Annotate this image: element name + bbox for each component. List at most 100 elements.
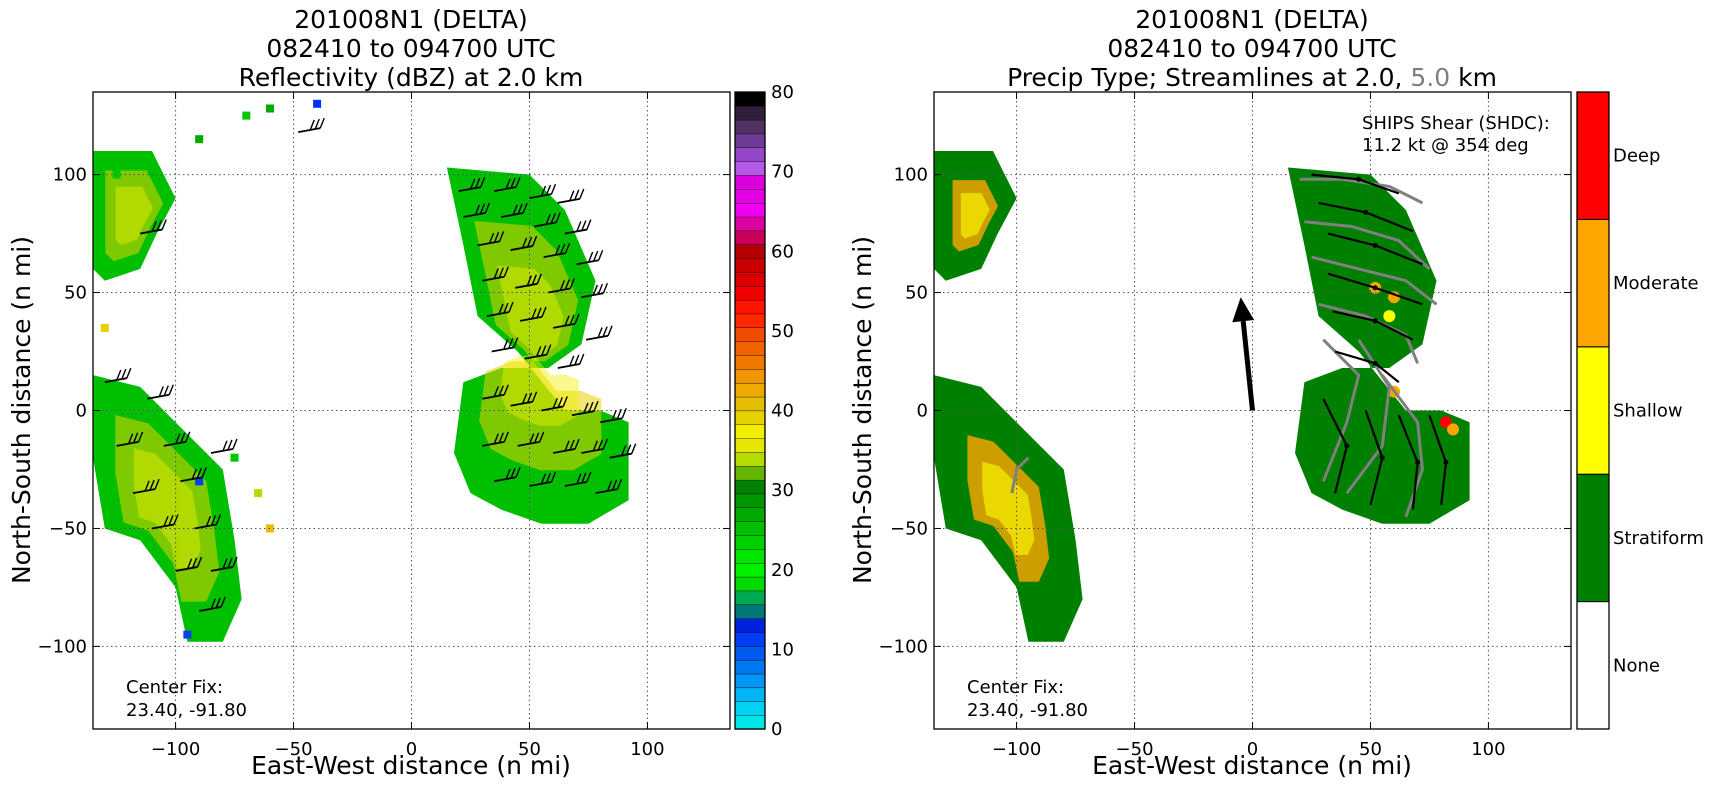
streamline-5km — [1311, 255, 1438, 306]
wind-barb — [585, 325, 613, 341]
wind-barb — [529, 471, 557, 487]
colorbar-segment — [734, 590, 766, 605]
reflectivity-colorbar: 0 10 20 30 40 50 60 70 80 — [734, 82, 794, 740]
x-tick-label: 100 — [1471, 739, 1505, 760]
wind-barb — [541, 396, 568, 412]
wind-barb — [116, 431, 144, 447]
left-x-axis-label: East-West distance (n mi) — [251, 751, 571, 780]
right-title-line-2: 082410 to 094700 UTC — [1107, 34, 1396, 63]
streamline-arrowhead — [1415, 459, 1421, 465]
colorbar-segment — [734, 299, 766, 315]
colorbar-segment — [734, 534, 766, 550]
precip-colorbar-segment — [1576, 91, 1610, 220]
reflectivity-region-max — [133, 448, 201, 569]
colorbar-segment — [734, 174, 766, 190]
wind-barb — [104, 367, 132, 384]
shear-arrow-shaft — [1240, 320, 1255, 411]
wind-barb — [210, 556, 238, 572]
precip-type-colorbar: None Stratiform Shallow Moderate Deep — [1576, 91, 1704, 730]
colorbar-segment — [734, 313, 766, 329]
wind-barb — [199, 596, 226, 612]
colorbar-segment — [734, 562, 766, 578]
colorbar-segment — [734, 701, 766, 716]
wind-barb — [543, 242, 571, 259]
colorbar-segment — [734, 341, 766, 356]
colorbar-segment — [734, 202, 766, 218]
convective-cell — [1447, 423, 1460, 436]
wind-barb — [529, 183, 557, 200]
precip-colorbar-label: None — [1613, 655, 1660, 676]
wind-barb — [581, 438, 609, 454]
colorbar-segment — [734, 147, 766, 162]
precip-colorbar-label: Stratiform — [1613, 528, 1704, 549]
wind-barb — [600, 408, 627, 424]
colorbar-segment — [734, 133, 766, 148]
wind-barb — [210, 438, 238, 454]
wind-barb — [515, 273, 542, 289]
precip-colorbar-label: Shallow — [1613, 401, 1683, 422]
wind-barb — [517, 431, 545, 447]
wind-barb — [510, 235, 538, 251]
wind-barb — [194, 514, 222, 530]
wind-barb — [147, 384, 174, 400]
streamline-5km — [1010, 456, 1030, 494]
wind-barb — [571, 400, 599, 417]
reflectivity-region-core — [115, 415, 220, 602]
echo-speck — [195, 477, 204, 486]
wind-barb — [548, 278, 575, 294]
echo-speck — [183, 630, 192, 639]
colorbar-segment — [734, 687, 766, 702]
echo-speck — [100, 323, 109, 332]
colorbar-tick-label: 60 — [771, 241, 794, 262]
y-tick-label: −100 — [38, 636, 87, 657]
wind-barb — [482, 384, 509, 400]
wind-barb — [458, 176, 486, 192]
wind-barb — [609, 443, 637, 459]
wind-barb — [557, 188, 585, 204]
precip-colorbar-label: Deep — [1613, 146, 1660, 167]
colorbar-segment — [734, 368, 766, 384]
x-tick-label: −100 — [151, 739, 200, 760]
colorbar-segment — [734, 631, 766, 647]
streamline-arrowhead — [1443, 459, 1449, 465]
colorbar-segment — [734, 396, 766, 412]
streamline-arrowhead — [1379, 455, 1385, 461]
right-x-axis-label: East-West distance (n mi) — [1092, 751, 1412, 780]
reflectivity-panel: 201008N1 (DELTA) 082410 to 094700 UTC Re… — [7, 5, 794, 780]
colorbar-segment — [734, 257, 766, 273]
left-title-line-2: 082410 to 094700 UTC — [266, 34, 555, 63]
colorbar-segment — [734, 521, 766, 536]
colorbar-segment — [734, 604, 766, 619]
shallow-region — [982, 461, 1035, 556]
wind-barb — [482, 266, 509, 282]
echo-speck — [242, 111, 251, 120]
x-tick-label: 50 — [518, 739, 541, 760]
wind-barb — [552, 438, 580, 454]
precip-colorbar-segment — [1576, 346, 1610, 475]
wind-barb — [298, 117, 325, 133]
y-tick-label: 50 — [64, 283, 87, 304]
wind-barb — [180, 467, 207, 483]
shallow-region — [960, 193, 990, 239]
wind-barb — [510, 391, 538, 407]
y-tick-label: −50 — [49, 518, 87, 539]
precip-colorbar-frame — [1576, 91, 1610, 730]
y-tick-label: −100 — [879, 636, 928, 657]
y-tick-label: −50 — [890, 518, 928, 539]
colorbar-segment — [734, 271, 766, 287]
colorbar-segment — [734, 645, 766, 661]
precip-type-panel: 201008N1 (DELTA) 082410 to 094700 UTC Pr… — [848, 5, 1704, 780]
colorbar-segment — [734, 507, 766, 522]
right-title-highlight: 5.0 — [1410, 63, 1450, 92]
x-tick-label: −50 — [1116, 739, 1154, 760]
colorbar-tick-label: 40 — [771, 401, 794, 422]
reflectivity-region-max — [115, 186, 153, 246]
x-tick-label: −50 — [275, 739, 313, 760]
wind-barb — [581, 282, 609, 299]
colorbar-tick-label: 50 — [771, 321, 794, 342]
wind-barb — [564, 219, 592, 235]
colorbar-tick-label: 10 — [771, 639, 794, 660]
wind-barb — [500, 202, 528, 218]
echo-speck — [254, 489, 263, 498]
wind-barb — [491, 337, 519, 353]
